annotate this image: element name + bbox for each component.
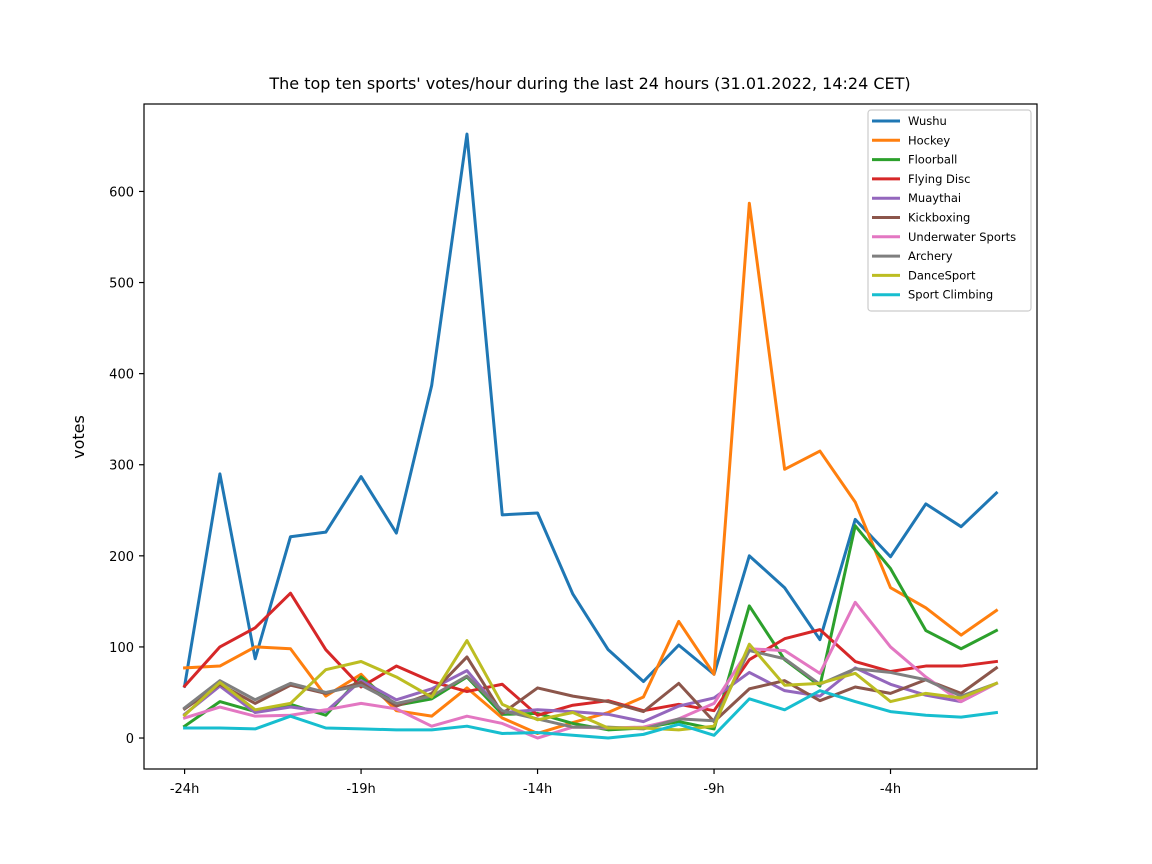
legend-label: Flying Disc: [908, 172, 970, 186]
legend-label: Sport Climbing: [908, 288, 993, 302]
series-line-8: [182, 639, 999, 732]
x-tick-label: -4h: [880, 782, 901, 797]
legend-label: Archery: [908, 249, 953, 263]
x-tick-label: -24h: [170, 782, 199, 797]
legend-label: Wushu: [908, 114, 947, 128]
y-tick-label: 200: [109, 550, 134, 565]
legend-box: [867, 109, 1032, 312]
legend-label: Kickboxing: [908, 211, 970, 225]
legend: Wushu Hockey Floorball Flying Disc Muaythai K…: [867, 109, 1032, 312]
chart-title: The top ten sports' votes/hour during th…: [268, 74, 910, 93]
y-tick-label: 400: [109, 368, 134, 383]
x-tick-label: -19h: [346, 782, 375, 797]
y-tick-label: 0: [126, 732, 134, 747]
y-tick-label: 300: [109, 459, 134, 474]
legend-label: Underwater Sports: [908, 230, 1016, 244]
series-line-7: [182, 649, 999, 731]
y-tick-label: 600: [109, 185, 134, 200]
series-line-3: [182, 591, 999, 717]
y-tick-label: 500: [109, 277, 134, 292]
x-tick-label: -14h: [523, 782, 552, 797]
legend-label: Hockey: [908, 133, 950, 147]
legend-label: DanceSport: [908, 268, 976, 282]
series-line-1: [183, 201, 999, 735]
axes-frame: [143, 103, 1038, 770]
axes: -24h -19h -14h -9h -4h 0 100 200 300 400 500 600: [109, 103, 1038, 797]
legend-label: Muaythai: [908, 191, 961, 205]
series-line-9: [183, 689, 999, 740]
x-tick-label: -9h: [703, 782, 724, 797]
y-axis-label: votes: [69, 415, 88, 459]
y-tick-label: 100: [109, 641, 134, 656]
series-line-0: [182, 132, 999, 688]
plot-area: [182, 132, 999, 740]
legend-label: Floorball: [908, 153, 957, 167]
